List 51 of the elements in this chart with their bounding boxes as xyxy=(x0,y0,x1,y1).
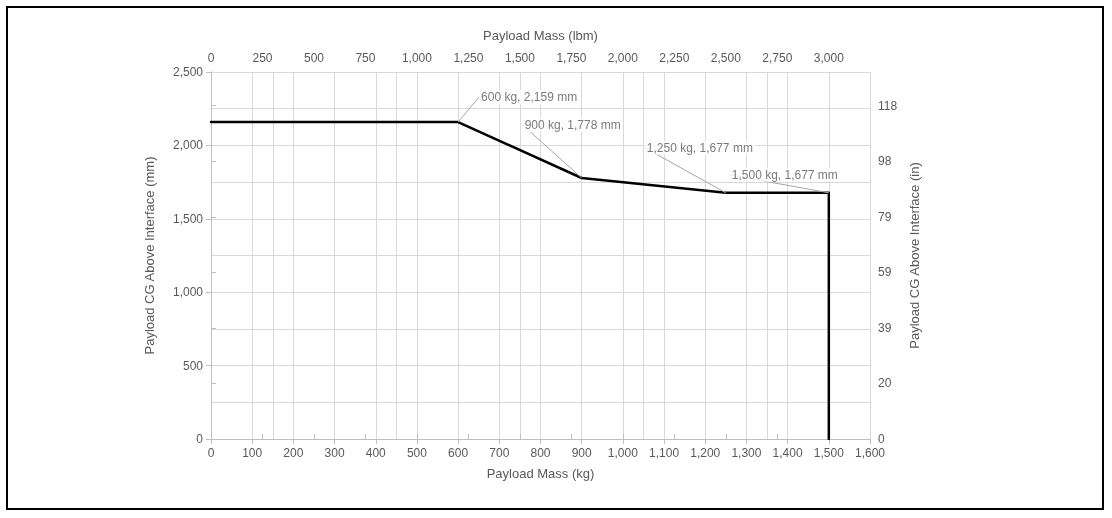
x-tick-label: 900 xyxy=(571,446,593,460)
x-tick-label: 400 xyxy=(365,446,387,460)
x-tick-label: 1,200 xyxy=(690,446,721,460)
x-tick-label: 1,300 xyxy=(731,446,762,460)
x-axis-title: Payload Mass (kg) xyxy=(486,466,595,481)
y-tick-label: 2,500 xyxy=(172,65,204,79)
annotation: 1,250 kg, 1,677 mm xyxy=(646,140,753,155)
y-tick-label: 1,000 xyxy=(172,285,204,300)
y2-tick-label: 79 xyxy=(878,209,892,224)
x2-tick-label: 2,500 xyxy=(710,51,742,65)
x-tick-label: 500 xyxy=(406,446,428,460)
x2-tick-label: 2,000 xyxy=(607,51,639,65)
x-tick-label: 1,000 xyxy=(607,446,639,460)
y2-axis-title: Payload CG Above Interface (in) xyxy=(907,162,923,349)
y2-tick-label: 0 xyxy=(878,432,885,446)
y-tick-label: 500 xyxy=(182,358,204,373)
y-axis-title: Payload CG Above Interface (mm) xyxy=(142,156,157,355)
x-tick-label: 0 xyxy=(207,446,215,460)
x-tick-label: 1,100 xyxy=(649,446,680,460)
y2-tick-label: 20 xyxy=(878,376,892,391)
x2-tick-label: 1,250 xyxy=(453,51,484,65)
y-tick-label: 0 xyxy=(196,432,204,446)
x2-tick-label: 3,000 xyxy=(813,51,845,65)
y2-tick-label: 39 xyxy=(878,320,892,335)
x2-tick-label: 1,750 xyxy=(556,51,587,65)
x-tick-label: 300 xyxy=(324,446,345,460)
annotation: 1,500 kg, 1,677 mm xyxy=(731,167,838,182)
x2-tick-label: 750 xyxy=(355,51,376,65)
annotation: 900 kg, 1,778 mm xyxy=(524,117,621,132)
x2-tick-label: 0 xyxy=(207,51,215,65)
x-tick-label: 800 xyxy=(530,446,551,460)
x2-tick-label: 500 xyxy=(303,51,325,65)
y2-tick-label: 118 xyxy=(878,98,898,113)
x-tick-label: 1,500 xyxy=(813,446,845,460)
y-tick-label: 2,000 xyxy=(172,138,204,153)
x2-axis-title: Payload Mass (lbm) xyxy=(483,28,598,43)
x-tick-label: 200 xyxy=(283,446,304,460)
y2-tick-label: 98 xyxy=(878,154,892,169)
x2-tick-label: 1,500 xyxy=(504,51,536,65)
annotation: 600 kg, 2,159 mm xyxy=(481,90,578,105)
x-tick-label: 600 xyxy=(448,446,469,460)
x2-tick-label: 2,750 xyxy=(762,51,793,65)
x-tick-label: 1,400 xyxy=(772,446,803,460)
x-tick-label: 700 xyxy=(489,446,510,460)
y2-tick-label: 59 xyxy=(878,265,892,280)
x-tick-label: 1,600 xyxy=(854,446,886,460)
x2-tick-label: 1,000 xyxy=(401,51,433,65)
x2-tick-label: 250 xyxy=(252,51,273,65)
y-tick-label: 1,500 xyxy=(172,211,204,226)
x-tick-label: 100 xyxy=(242,446,263,460)
x2-tick-label: 2,250 xyxy=(659,51,690,65)
